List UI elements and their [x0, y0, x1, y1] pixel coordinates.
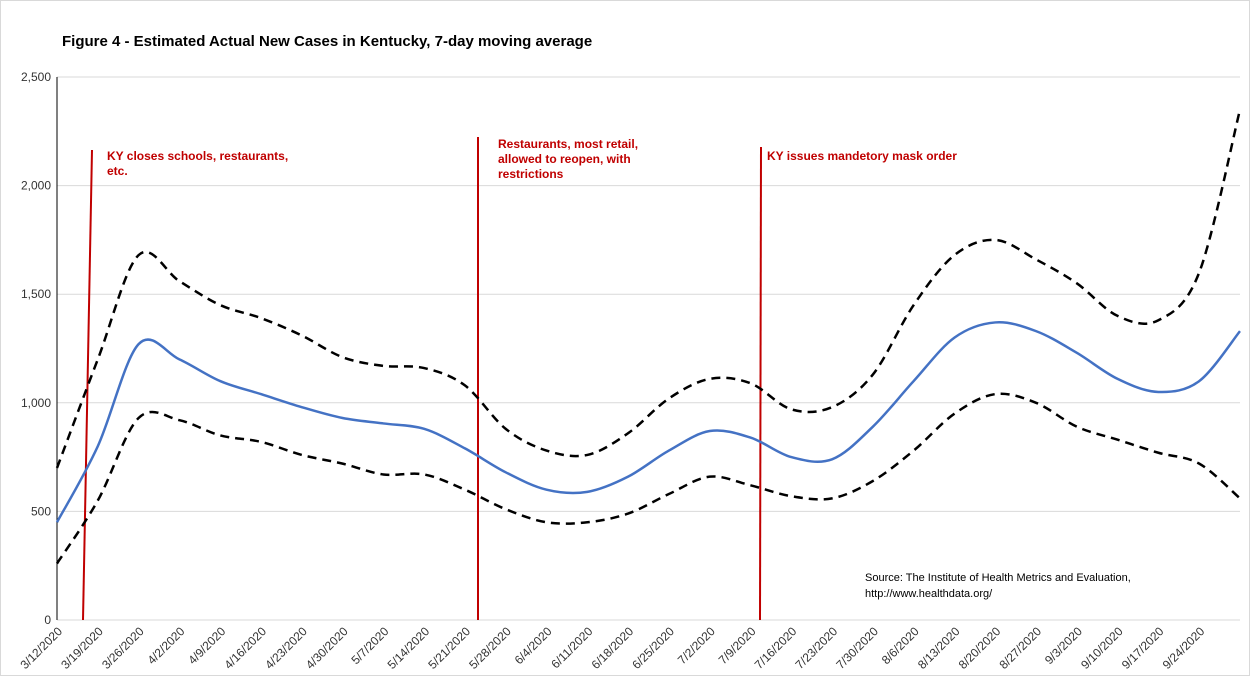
y-tick-label: 1,500: [21, 287, 51, 301]
y-tick-label: 500: [31, 504, 51, 518]
source-note: http://www.healthdata.org/: [865, 588, 993, 600]
y-tick-label: 0: [44, 613, 51, 627]
event-line: [82, 149, 93, 621]
annotation: KY closes schools, restaurants,: [107, 149, 288, 163]
y-tick-label: 2,000: [21, 179, 51, 193]
event-line: [759, 146, 762, 621]
series-line: [55, 321, 1241, 523]
y-tick-label: 1,000: [21, 396, 51, 410]
annotation: etc.: [107, 164, 128, 178]
annotation: KY issues mandetory mask order: [767, 149, 957, 163]
y-tick-label: 2,500: [21, 70, 51, 84]
annotation: Restaurants, most retail,: [498, 137, 638, 151]
series-line: [55, 109, 1242, 469]
annotation: restrictions: [498, 167, 564, 181]
series-line: [55, 392, 1241, 565]
source-note: Source: The Institute of Health Metrics …: [865, 572, 1131, 584]
annotation: allowed to reopen, with: [498, 152, 631, 166]
chart-title: Figure 4 - Estimated Actual New Cases in…: [62, 33, 592, 50]
